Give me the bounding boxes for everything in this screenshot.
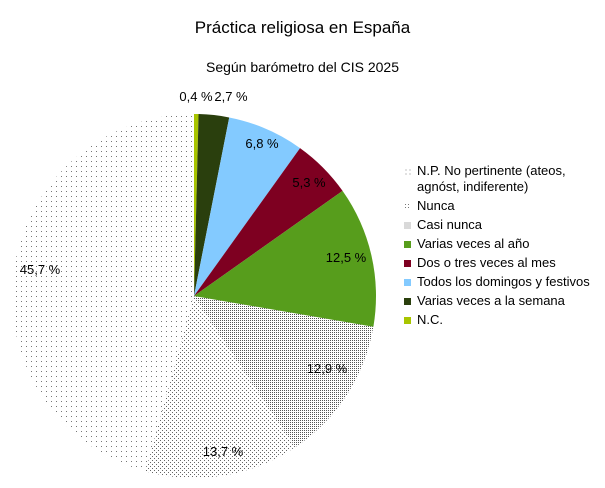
legend-label: Varias veces a la semana <box>417 293 565 308</box>
slice-value-label: 2,7 % <box>214 89 248 104</box>
slice-value-label: 5,3 % <box>292 175 326 190</box>
legend-swatch <box>404 222 411 229</box>
legend-swatch <box>404 241 411 248</box>
legend-item-todos-los-domingos-y-festivos: Todos los domingos y festivos <box>404 274 604 290</box>
pie-slice-n-p-no-pertinente-ateos-agnost-indiferente <box>11 114 194 472</box>
slice-value-label: 45,7 % <box>20 262 61 277</box>
slice-value-label: 12,5 % <box>326 250 367 265</box>
legend-item-casi-nunca: Casi nunca <box>404 217 604 233</box>
legend-item-n-p-no-pertinente-ateos-agnost-indiferente: N.P. No pertinente (ateos, agnóst, indif… <box>404 163 604 195</box>
chart-subtitle: Según barómetro del CIS 2025 <box>205 59 399 75</box>
slice-value-label: 13,7 % <box>203 444 244 459</box>
legend: N.P. No pertinente (ateos, agnóst, indif… <box>404 163 604 331</box>
legend-swatch <box>404 203 411 210</box>
pie-slice-nunca <box>145 296 296 479</box>
legend-label: N.C. <box>417 312 443 327</box>
legend-label: Dos o tres veces al mes <box>417 255 556 270</box>
legend-swatch <box>404 260 411 267</box>
legend-swatch <box>404 279 411 286</box>
legend-label: Varias veces al año <box>417 236 530 251</box>
pie-slice-dos-o-tres-veces-al-mes <box>194 148 343 296</box>
legend-label: Nunca <box>417 198 455 213</box>
legend-item-dos-o-tres-veces-al-mes: Dos o tres veces al mes <box>404 255 604 271</box>
legend-item-varias-veces-a-la-semana: Varias veces a la semana <box>404 293 604 309</box>
pie-slice-varias-veces-al-ano <box>194 190 377 327</box>
slice-value-label: 0,4 % <box>179 89 213 104</box>
legend-swatch <box>404 298 411 305</box>
pie-slice-n-c <box>194 114 199 296</box>
slice-value-label: 12,9 % <box>307 361 348 376</box>
chart-title: Práctica religiosa en España <box>194 18 411 37</box>
legend-item-varias-veces-al-ano: Varias veces al año <box>404 236 604 252</box>
legend-swatch <box>404 168 411 175</box>
pie-slice-todos-los-domingos-y-festivos <box>194 117 301 296</box>
legend-label: N.P. No pertinente (ateos, agnóst, indif… <box>417 163 566 194</box>
pie-slice-varias-veces-a-la-semana <box>194 114 230 296</box>
slice-value-label: 6,8 % <box>245 136 279 151</box>
legend-item-n-c: N.C. <box>404 312 604 328</box>
pie-slice-casi-nunca <box>194 296 374 448</box>
legend-label: Casi nunca <box>417 217 483 232</box>
legend-label: Todos los domingos y festivos <box>417 274 590 289</box>
legend-item-nunca: Nunca <box>404 198 604 214</box>
legend-swatch <box>404 317 411 324</box>
